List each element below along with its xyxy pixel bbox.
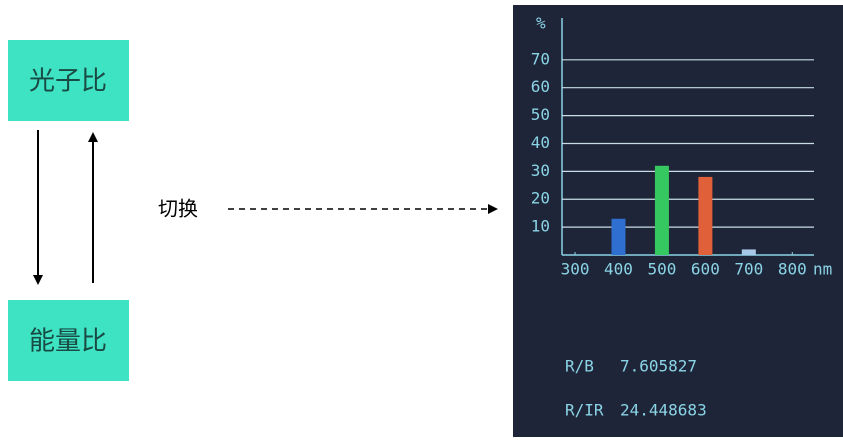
mode-label: 能量比 <box>29 327 107 357</box>
y-tick-label: 30 <box>531 161 550 180</box>
bar <box>742 249 756 255</box>
x-tick-label: 600 <box>691 260 720 279</box>
bar <box>655 166 669 255</box>
y-tick-label: 10 <box>531 217 550 236</box>
mode-label: 光子比 <box>29 67 107 97</box>
y-tick-label: 50 <box>531 105 550 124</box>
x-tick-label: 400 <box>604 260 633 279</box>
x-unit: nm <box>813 260 832 279</box>
y-axis-label: % <box>536 14 546 33</box>
readout-label: R/IR <box>565 401 604 420</box>
x-tick-label: 300 <box>561 260 590 279</box>
y-tick-label: 60 <box>531 77 550 96</box>
readout-value: 7.605827 <box>620 357 697 376</box>
bar <box>611 219 625 255</box>
readout-value: 24.448683 <box>620 401 707 420</box>
readout-label: R/B <box>565 357 594 376</box>
page: 光子比 能量比 切换 % 10 20 30 40 50 60 70 300 400 500 600 70… <box>0 0 843 437</box>
x-tick-label: 800 <box>778 260 807 279</box>
bar <box>698 177 712 255</box>
x-tick-label: 700 <box>734 260 763 279</box>
y-tick-label: 20 <box>531 189 550 208</box>
x-tick-label: 500 <box>647 260 676 279</box>
switch-label: 切换 <box>158 197 198 221</box>
y-tick-label: 40 <box>531 133 550 152</box>
y-tick-label: 70 <box>531 49 550 68</box>
